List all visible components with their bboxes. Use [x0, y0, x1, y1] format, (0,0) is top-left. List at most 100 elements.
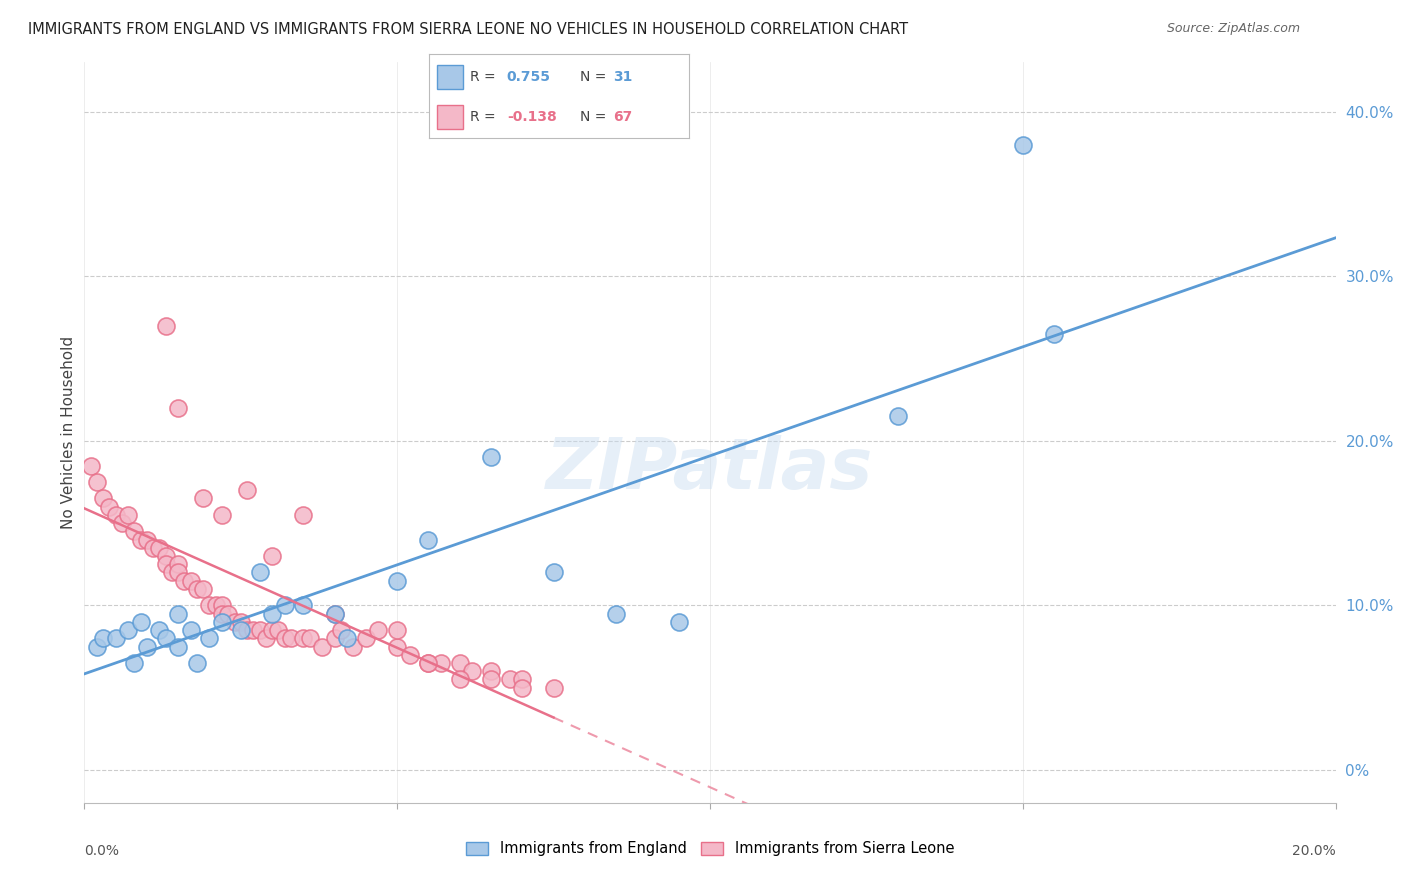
Y-axis label: No Vehicles in Household: No Vehicles in Household — [60, 336, 76, 529]
Point — [86, 640, 108, 654]
Point — [323, 632, 346, 646]
Point — [385, 640, 409, 654]
Point — [543, 566, 565, 580]
Point — [1043, 326, 1066, 341]
Point — [86, 475, 108, 489]
Point — [129, 533, 152, 547]
Text: IMMIGRANTS FROM ENGLAND VS IMMIGRANTS FROM SIERRA LEONE NO VEHICLES IN HOUSEHOLD: IMMIGRANTS FROM ENGLAND VS IMMIGRANTS FR… — [28, 22, 908, 37]
Point — [1012, 137, 1035, 152]
Point — [385, 574, 409, 588]
Point — [668, 615, 690, 629]
Legend: Immigrants from England, Immigrants from Sierra Leone: Immigrants from England, Immigrants from… — [460, 836, 960, 863]
Point — [887, 409, 910, 424]
Point — [329, 623, 352, 637]
Point — [136, 640, 159, 654]
Point — [155, 558, 177, 572]
Point — [211, 607, 233, 621]
Point — [262, 549, 284, 563]
Point — [273, 599, 295, 613]
Text: Source: ZipAtlas.com: Source: ZipAtlas.com — [1167, 22, 1301, 36]
Text: N =: N = — [579, 110, 610, 124]
Text: 31: 31 — [613, 70, 633, 84]
Point — [91, 491, 114, 506]
Point — [543, 681, 565, 695]
Point — [124, 656, 146, 670]
Point — [211, 599, 233, 613]
Point — [280, 632, 302, 646]
Point — [418, 656, 440, 670]
Point — [142, 541, 165, 555]
Point — [211, 508, 233, 522]
Point — [193, 582, 215, 596]
Point — [479, 673, 502, 687]
Point — [449, 656, 471, 670]
Point — [186, 656, 208, 670]
Point — [236, 483, 259, 498]
Point — [292, 599, 315, 613]
Point — [461, 664, 484, 678]
Point — [512, 681, 534, 695]
Point — [267, 623, 290, 637]
Point — [148, 623, 170, 637]
Point — [292, 508, 315, 522]
Point — [167, 401, 190, 415]
Point — [254, 632, 277, 646]
Point — [342, 640, 364, 654]
Text: 67: 67 — [613, 110, 633, 124]
Point — [193, 491, 215, 506]
Text: R =: R = — [471, 110, 501, 124]
Point — [249, 566, 271, 580]
Point — [79, 458, 101, 473]
Text: R =: R = — [471, 70, 501, 84]
Point — [155, 632, 177, 646]
Point — [229, 623, 252, 637]
Point — [173, 574, 195, 588]
Point — [367, 623, 389, 637]
Point — [167, 640, 190, 654]
Point — [336, 632, 359, 646]
Text: 0.0%: 0.0% — [84, 844, 120, 858]
Point — [98, 500, 121, 514]
Point — [385, 623, 409, 637]
Point — [155, 549, 177, 563]
Point — [242, 623, 264, 637]
Point — [217, 607, 239, 621]
Point — [354, 632, 377, 646]
Point — [262, 623, 284, 637]
Point — [129, 615, 152, 629]
Point — [512, 673, 534, 687]
Point — [236, 623, 259, 637]
Point — [449, 673, 471, 687]
Point — [204, 599, 226, 613]
Point — [198, 599, 221, 613]
Point — [180, 623, 202, 637]
FancyBboxPatch shape — [437, 105, 463, 129]
Text: 20.0%: 20.0% — [1292, 844, 1336, 858]
Point — [124, 524, 146, 539]
Point — [224, 615, 246, 629]
Point — [155, 318, 177, 333]
Point — [180, 574, 202, 588]
Point — [249, 623, 271, 637]
Text: 0.755: 0.755 — [506, 70, 551, 84]
Point — [323, 607, 346, 621]
Point — [211, 615, 233, 629]
Point — [104, 632, 127, 646]
Point — [479, 664, 502, 678]
Point — [273, 632, 295, 646]
Point — [167, 566, 190, 580]
Text: -0.138: -0.138 — [506, 110, 557, 124]
FancyBboxPatch shape — [437, 65, 463, 89]
Point — [262, 607, 284, 621]
Point — [91, 632, 114, 646]
Point — [418, 533, 440, 547]
Point — [479, 450, 502, 465]
Point — [167, 558, 190, 572]
Point — [186, 582, 208, 596]
Point — [117, 508, 139, 522]
Point — [167, 607, 190, 621]
Point — [136, 533, 159, 547]
Point — [605, 607, 627, 621]
Point — [111, 516, 134, 530]
Point — [298, 632, 321, 646]
